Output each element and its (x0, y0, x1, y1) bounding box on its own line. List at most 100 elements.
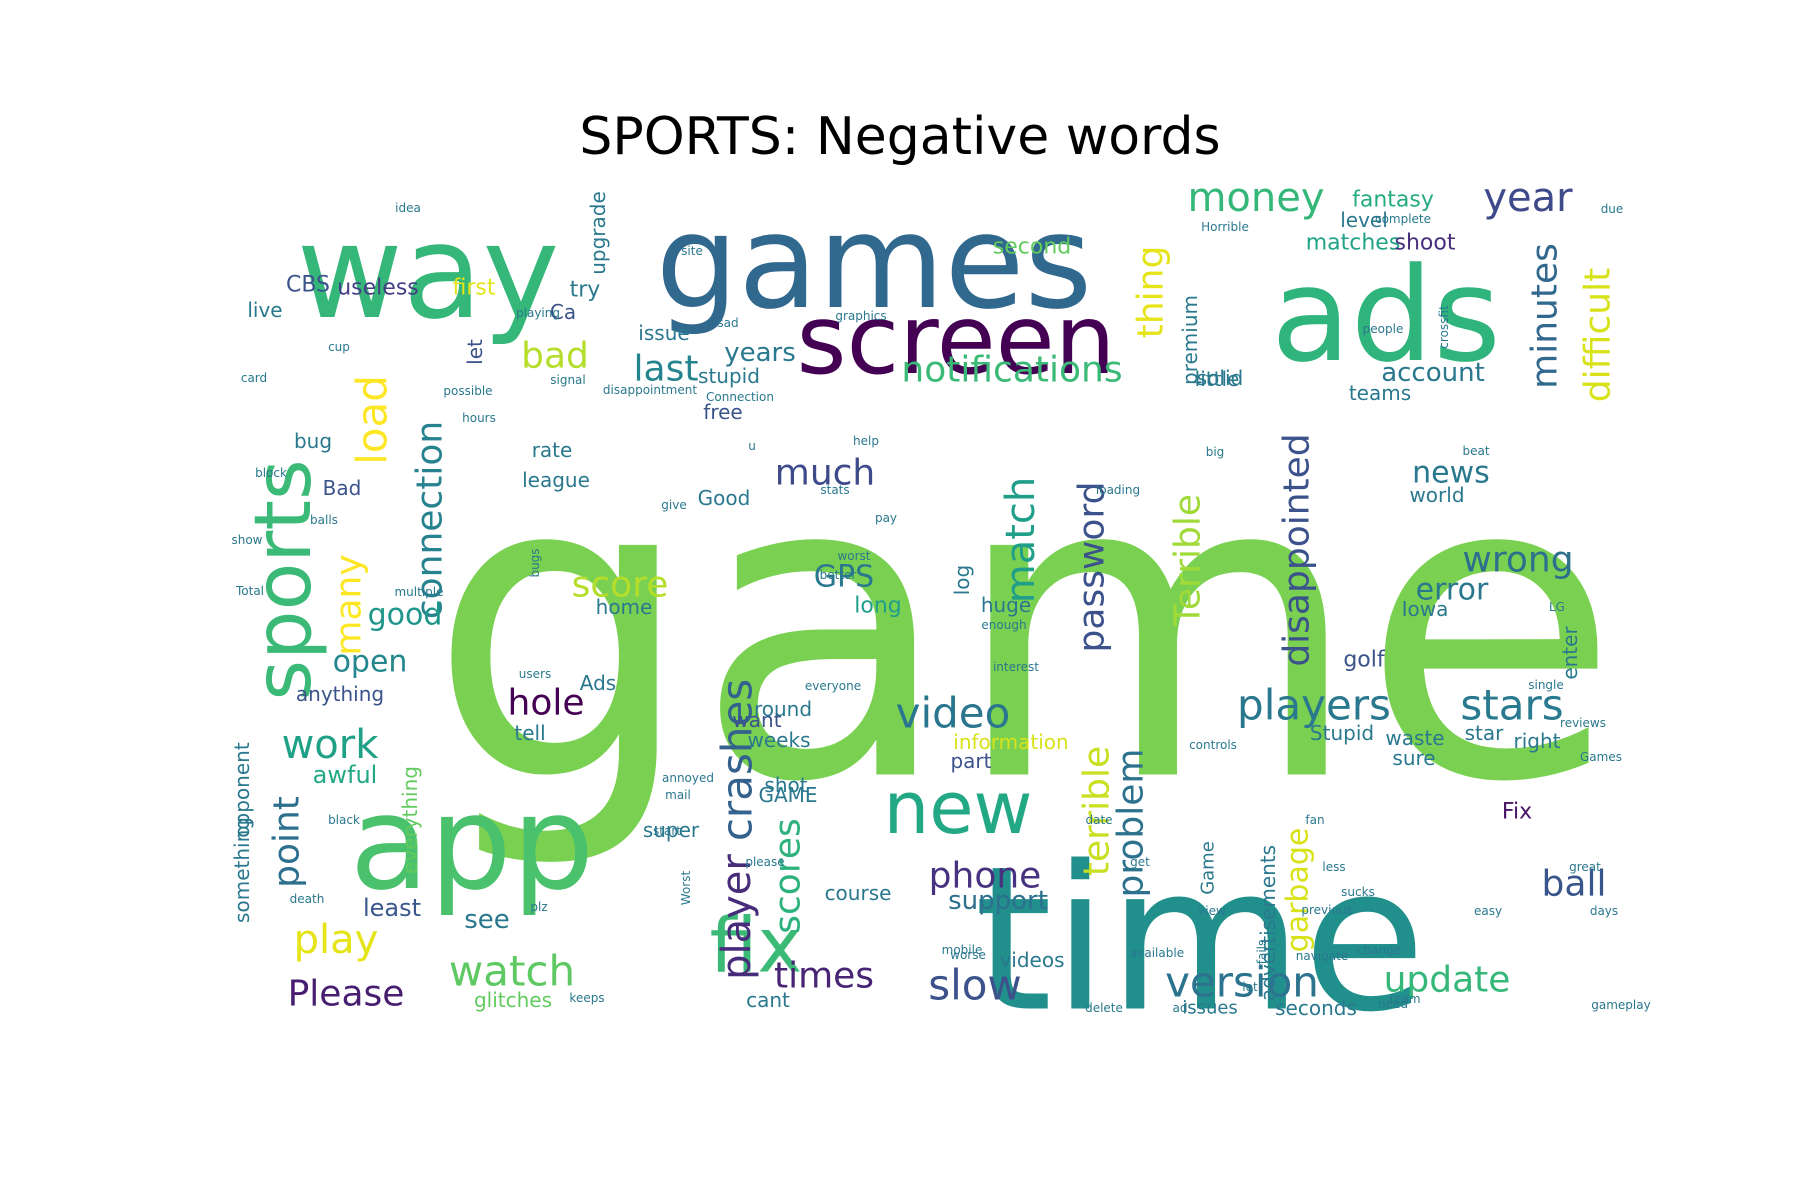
word-give: give (661, 498, 686, 512)
word-less: less (1322, 860, 1345, 874)
word-screen: screen (796, 284, 1115, 396)
word-video: video (896, 689, 1011, 738)
word-game: GAME (758, 783, 817, 807)
word-connection: Connection (706, 390, 774, 404)
word-error: error (1416, 573, 1489, 608)
word-account: account (1381, 358, 1485, 388)
word-terrible: terrible (1077, 746, 1118, 876)
word-iowa: Iowa (1402, 597, 1449, 621)
word-games: games (656, 186, 1093, 338)
word-block: block (255, 466, 287, 480)
word-sure: sure (1392, 746, 1435, 770)
word-due: due (1601, 202, 1624, 216)
word-disappointment: disappointment (603, 383, 697, 397)
word-premium: premium (1178, 295, 1202, 385)
word-score: score (572, 565, 669, 606)
word-fantasy: fantasy (1352, 188, 1434, 213)
word-bad: Bad (323, 476, 362, 500)
word-sucks: sucks (1341, 885, 1375, 899)
word-worse: worse (950, 948, 986, 962)
word-gps: GPS (814, 560, 874, 595)
word-scores: scores (768, 818, 809, 934)
word-way: way (297, 196, 560, 348)
word-something: something (230, 817, 254, 923)
word-game: game (428, 386, 1620, 875)
word-connection: connection (410, 421, 451, 619)
word-cbs: CBS (286, 273, 330, 298)
word-ca: Ca (550, 300, 576, 324)
word-star: star (1465, 721, 1505, 745)
word-change: change (1357, 943, 1401, 957)
word-home: home (596, 595, 653, 619)
word-fails: fails (1255, 940, 1269, 965)
word-huge: huge (981, 593, 1031, 617)
word-load: load (348, 375, 397, 465)
word-password: password (1072, 482, 1113, 653)
word-terrible: Terrible (1168, 494, 1209, 627)
word-weeks: weeks (748, 728, 811, 752)
word-ball: ball (1542, 864, 1607, 905)
word-crashes: crashes (713, 679, 762, 841)
word-death: death (290, 892, 325, 906)
word-hole: hole (508, 683, 585, 724)
word-right: right (1514, 729, 1561, 753)
word-money: money (1187, 175, 1324, 221)
word-better: better (820, 568, 857, 582)
word-ads: ads (1271, 239, 1501, 391)
word-great: great (1569, 860, 1601, 874)
word-phone: phone (929, 856, 1042, 897)
word-time: time (974, 824, 1426, 1057)
word-complete: complete (1375, 212, 1431, 226)
word-total: Total (235, 584, 264, 598)
word-players: players (1237, 681, 1391, 730)
word-view: view (1198, 904, 1226, 918)
word-match: match (998, 477, 1044, 604)
word-plz: plz (530, 900, 547, 914)
word-open: open (333, 645, 408, 680)
word-big: big (1206, 445, 1225, 459)
word-seconds: seconds (1275, 996, 1357, 1020)
word-work: work (282, 722, 380, 768)
word-fix: Fix (1502, 800, 1532, 825)
word-year: year (1483, 175, 1573, 221)
word-lot: lot (1242, 980, 1258, 994)
word-videos: videos (999, 948, 1064, 972)
word-previous: previous (1301, 903, 1352, 917)
word-cant: cant (746, 988, 790, 1012)
word-u: u (748, 439, 756, 453)
word-version: version (1165, 958, 1319, 1007)
word-watch: watch (449, 947, 575, 996)
word-horrible: Horrible (1201, 220, 1249, 234)
word-slow: slow (928, 961, 1022, 1010)
word-enter: enter (1558, 626, 1582, 680)
word-stupid: Stupid (1310, 721, 1374, 745)
word-users: users (519, 667, 551, 681)
word-minutes: minutes (1525, 243, 1566, 389)
word-available: available (1130, 946, 1184, 960)
word-many: many (329, 554, 370, 655)
word-stupid: stupid (698, 364, 760, 388)
word-date: date (1085, 813, 1112, 827)
word-please: Please (288, 974, 405, 1015)
word-interest: interest (993, 660, 1039, 674)
word-ad: ad (1173, 1001, 1188, 1015)
word-pay: pay (875, 511, 897, 525)
word-much: much (775, 453, 876, 494)
word-reviews: reviews (1560, 716, 1606, 730)
word-possible: possible (443, 384, 492, 398)
word-player: player (714, 854, 760, 980)
word-level: level (1340, 208, 1388, 232)
word-try: try (570, 278, 601, 303)
word-bugs: bugs (528, 548, 542, 577)
word-disappointed: disappointed (1277, 433, 1318, 666)
word-point: point (267, 796, 308, 888)
word-golf: golf (1343, 648, 1386, 673)
word-fix: fix (710, 901, 803, 990)
word-sad: sad (717, 316, 738, 330)
word-years: years (724, 338, 796, 368)
word-start: start (653, 824, 681, 838)
word-world: world (1409, 483, 1464, 507)
word-loading: loading (1096, 483, 1140, 497)
word-first: first (453, 276, 496, 301)
word-show: show (231, 533, 262, 547)
